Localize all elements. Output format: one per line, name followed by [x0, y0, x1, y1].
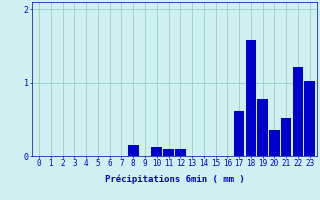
Bar	[246, 40, 256, 156]
Bar	[175, 149, 186, 156]
Bar	[293, 67, 303, 156]
Bar	[257, 99, 268, 156]
Bar	[128, 145, 139, 156]
Bar	[234, 111, 244, 156]
Bar	[269, 130, 280, 156]
Bar	[281, 118, 292, 156]
X-axis label: Précipitations 6min ( mm ): Précipitations 6min ( mm )	[105, 174, 244, 184]
Bar	[151, 147, 162, 156]
Bar	[163, 149, 174, 156]
Bar	[304, 81, 315, 156]
